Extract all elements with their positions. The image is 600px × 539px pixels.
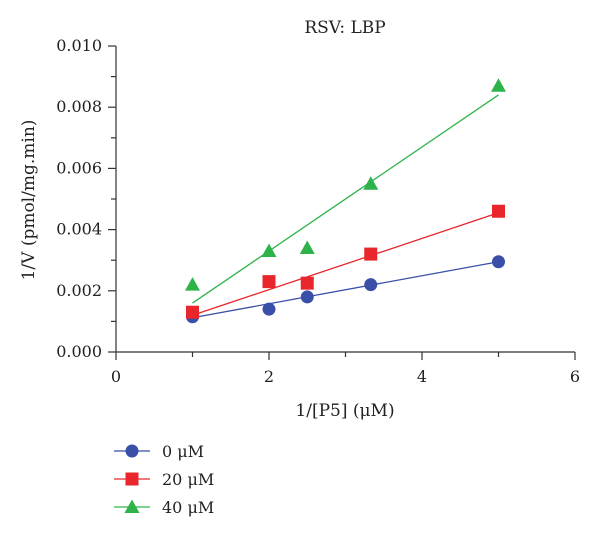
data-point-series-3 <box>299 240 315 254</box>
fit-lines <box>192 94 499 319</box>
y-tick-label: 0.008 <box>56 97 102 116</box>
data-point-series-2 <box>492 204 505 218</box>
x-tick-label: 4 <box>417 367 427 386</box>
data-point-series-1 <box>492 255 505 269</box>
fit-line-series-1 <box>192 261 499 319</box>
data-point-series-1 <box>364 278 378 292</box>
data-point-series-2 <box>300 276 314 290</box>
data-point-series-3 <box>185 277 200 291</box>
y-tick-label: 0.010 <box>56 36 102 55</box>
data-points <box>185 78 506 324</box>
data-point-series-2 <box>186 305 199 319</box>
legend-label: 40 μM <box>162 498 214 517</box>
x-ticks: 0 2 4 6 <box>111 352 580 386</box>
x-tick-label: 2 <box>264 367 274 386</box>
legend-marker <box>125 472 139 486</box>
data-point-series-3 <box>261 243 277 258</box>
y-ticks: 0.000 0.002 0.004 0.006 0.008 0.010 <box>56 36 116 361</box>
data-point-series-2 <box>364 247 378 261</box>
data-point-series-1 <box>262 302 276 316</box>
legend-label: 0 μM <box>162 442 204 461</box>
chart-title: RSV: LBP <box>304 18 385 38</box>
x-axis-title: 1/[P5] (μM) <box>295 401 394 421</box>
legend-marker <box>125 444 139 458</box>
axes: 0 2 4 6 0.000 0.002 0.004 0.006 0.008 0.010 <box>56 36 580 386</box>
data-point-series-1 <box>300 290 314 304</box>
data-point-series-3 <box>491 78 506 92</box>
y-tick-label: 0.000 <box>56 342 102 361</box>
x-tick-label: 6 <box>570 367 580 386</box>
legend-marker <box>124 499 140 513</box>
data-point-series-2 <box>262 275 276 289</box>
fit-line-series-3 <box>192 94 499 304</box>
y-tick-label: 0.004 <box>56 220 102 239</box>
x-tick-label: 0 <box>111 367 121 386</box>
data-point-series-3 <box>363 176 379 190</box>
legend-label: 20 μM <box>162 470 214 489</box>
y-axis-title: 1/V (pmol/mg.min) <box>19 120 39 281</box>
fit-line-series-2 <box>192 212 499 316</box>
legend: 0 μM 20 μM 40 μM <box>114 442 214 517</box>
y-tick-label: 0.006 <box>56 158 102 177</box>
y-tick-label: 0.002 <box>56 281 102 300</box>
